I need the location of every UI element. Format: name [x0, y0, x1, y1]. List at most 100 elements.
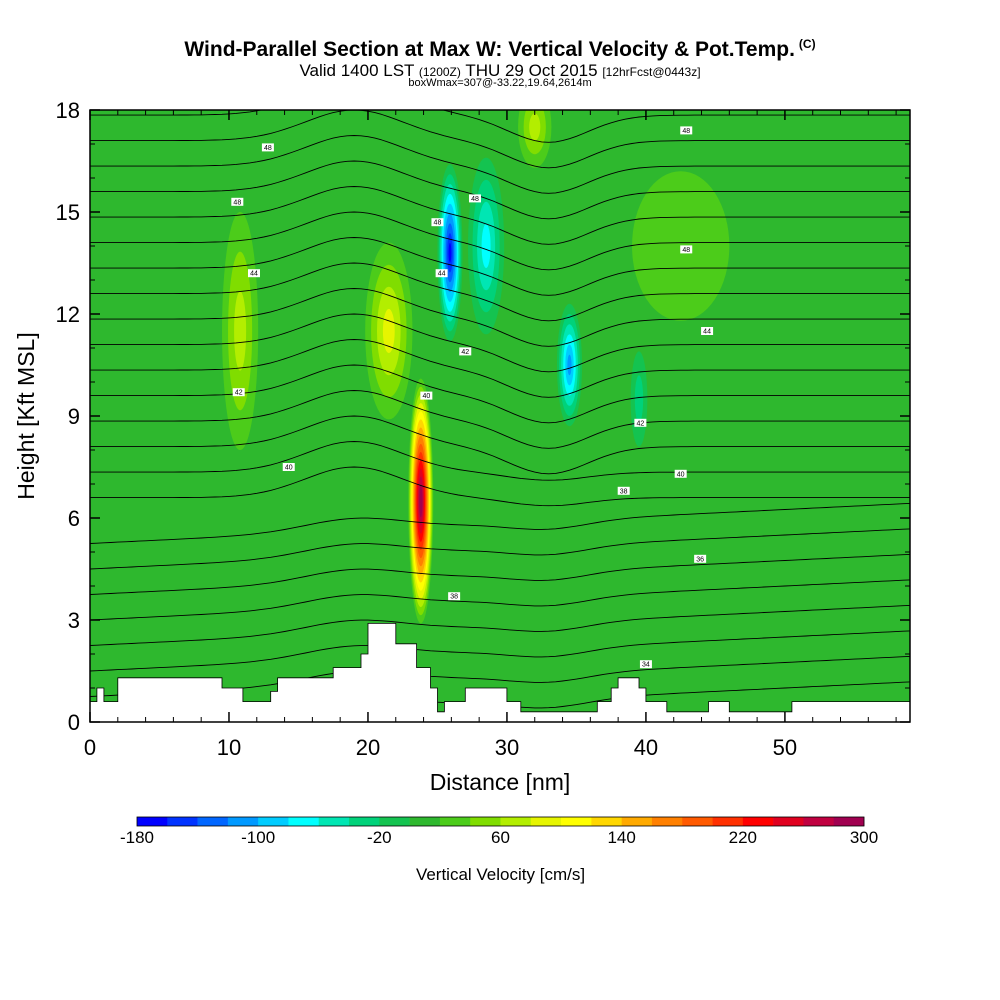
theta-label: 36 — [694, 554, 707, 563]
theta-label-bg — [232, 388, 245, 397]
w-feature-0 — [408, 378, 434, 624]
colorbar-swatch — [742, 817, 774, 826]
theta-label-bg — [431, 218, 444, 227]
theta-label: 48 — [468, 194, 481, 203]
w-band — [448, 242, 452, 263]
colorbar-swatch — [682, 817, 713, 826]
theta-label: 38 — [617, 486, 630, 495]
theta-label-text: 38 — [450, 594, 458, 601]
colorbar-swatch — [470, 817, 501, 826]
y-tick-label: 12 — [56, 302, 80, 327]
chart-title: Wind-Parallel Section at Max W: Vertical… — [184, 37, 816, 61]
theta-label-text: 48 — [264, 145, 272, 152]
subtitle-date: THU 29 Oct 2015 — [465, 61, 598, 80]
colorbar: -180 -100 -20 60 140 220 300 Vertical Velocity … — [120, 816, 878, 884]
theta-label: 48 — [680, 245, 693, 254]
isentrope-line — [90, 502, 910, 544]
theta-label-text: 48 — [471, 196, 479, 203]
colorbar-swatch — [530, 817, 562, 826]
theta-label-text: 44 — [703, 329, 711, 336]
isentrope-line — [90, 604, 910, 646]
theta-label-bg — [634, 418, 647, 427]
box-wmax-info: boxWmax=307@-33.22,19.64,2614m — [408, 77, 592, 89]
isentrope-line — [90, 135, 910, 194]
colorbar-tick-label: 300 — [850, 828, 878, 847]
theta-label-bg — [680, 126, 693, 135]
isentrope-line — [90, 466, 910, 507]
colorbar-tick-label: 220 — [729, 828, 757, 847]
w-band — [234, 291, 247, 371]
theta-label-text: 42 — [636, 420, 644, 427]
y-tick-label: 3 — [68, 608, 80, 633]
x-tick-label: 30 — [495, 735, 519, 760]
theta-label-bg — [261, 143, 274, 152]
isentrope-line — [90, 110, 910, 143]
colorbar-swatch — [409, 817, 441, 826]
isentrope-line — [90, 211, 910, 271]
w-feature-3 — [437, 164, 463, 342]
isentrope-line — [90, 186, 910, 245]
theta-label: 48 — [231, 197, 244, 206]
w-band — [567, 354, 572, 376]
theta-label: 44 — [248, 269, 260, 278]
isentrope-line — [90, 553, 910, 595]
w-band — [634, 375, 644, 423]
theta-label-bg — [680, 245, 693, 254]
theta-label-text: 40 — [422, 393, 430, 400]
colorbar-tick-label: -180 — [120, 828, 154, 847]
colorbar-swatch — [803, 817, 835, 826]
subtitle-utc: (1200Z) — [418, 65, 461, 79]
colorbar-tick-label: -20 — [367, 828, 392, 847]
theta-label: 40 — [282, 463, 295, 472]
isentrope-line — [90, 415, 910, 475]
theta-label-bg — [459, 347, 472, 356]
colorbar-tick-label: -100 — [241, 828, 275, 847]
y-tick-label: 18 — [56, 98, 80, 123]
theta-label: 38 — [448, 592, 461, 601]
theta-label-bg — [448, 592, 461, 601]
colorbar-swatch — [651, 817, 683, 826]
x-tick-label: 0 — [84, 735, 96, 760]
theta-label-bg — [701, 327, 714, 335]
theta-label-bg — [617, 486, 630, 495]
theta-label-bg — [639, 660, 652, 669]
vertical-velocity-field — [90, 110, 910, 722]
colorbar-swatch — [137, 817, 168, 826]
isentrope-line — [90, 313, 910, 373]
isentrope-line — [90, 528, 910, 570]
theta-label-text: 34 — [642, 662, 650, 669]
theta-label-text: 40 — [285, 465, 293, 472]
terrain-profile — [90, 623, 910, 722]
isentrope-line — [90, 364, 910, 424]
theta-label-text: 44 — [250, 271, 258, 278]
isentrope-line — [90, 339, 910, 398]
theta-label-bg — [435, 269, 448, 278]
theta-label: 40 — [674, 469, 687, 478]
y-tick-label: 15 — [56, 200, 80, 225]
w-feature-2 — [222, 212, 259, 450]
x-tick-label: 50 — [773, 735, 797, 760]
colorbar-swatch — [500, 817, 532, 826]
theta-label-text: 40 — [677, 471, 685, 478]
colorbar-swatch — [258, 817, 289, 826]
theta-label: 48 — [261, 143, 274, 152]
colorbar-swatch — [379, 817, 410, 826]
theta-label: 40 — [420, 391, 433, 400]
y-tick-label: 9 — [68, 404, 80, 429]
theta-label: 42 — [232, 388, 245, 397]
isentrope-line — [90, 441, 910, 481]
colorbar-swatch — [712, 817, 744, 826]
y-tick-label: 0 — [68, 710, 80, 735]
x-tick-label: 20 — [356, 735, 380, 760]
y-axis-label: Height [Kft MSL] — [13, 332, 39, 499]
theta-contour-labels: 48 48 44 42 40 48 48 44 42 40 38 48 48 44 42 40 38 36 34 — [231, 126, 714, 669]
terrain-mask — [90, 623, 910, 722]
theta-label-text: 42 — [235, 390, 243, 397]
subtitle-valid-time: Valid 1400 LST — [299, 61, 415, 80]
theta-label-bg — [674, 469, 687, 478]
w-feature-1 — [365, 242, 413, 420]
x-tick-label: 40 — [634, 735, 658, 760]
colorbar-swatch — [197, 817, 229, 826]
chart-subtitle: Valid 1400 LST (1200Z) THU 29 Oct 2015 [… — [0, 61, 1000, 81]
